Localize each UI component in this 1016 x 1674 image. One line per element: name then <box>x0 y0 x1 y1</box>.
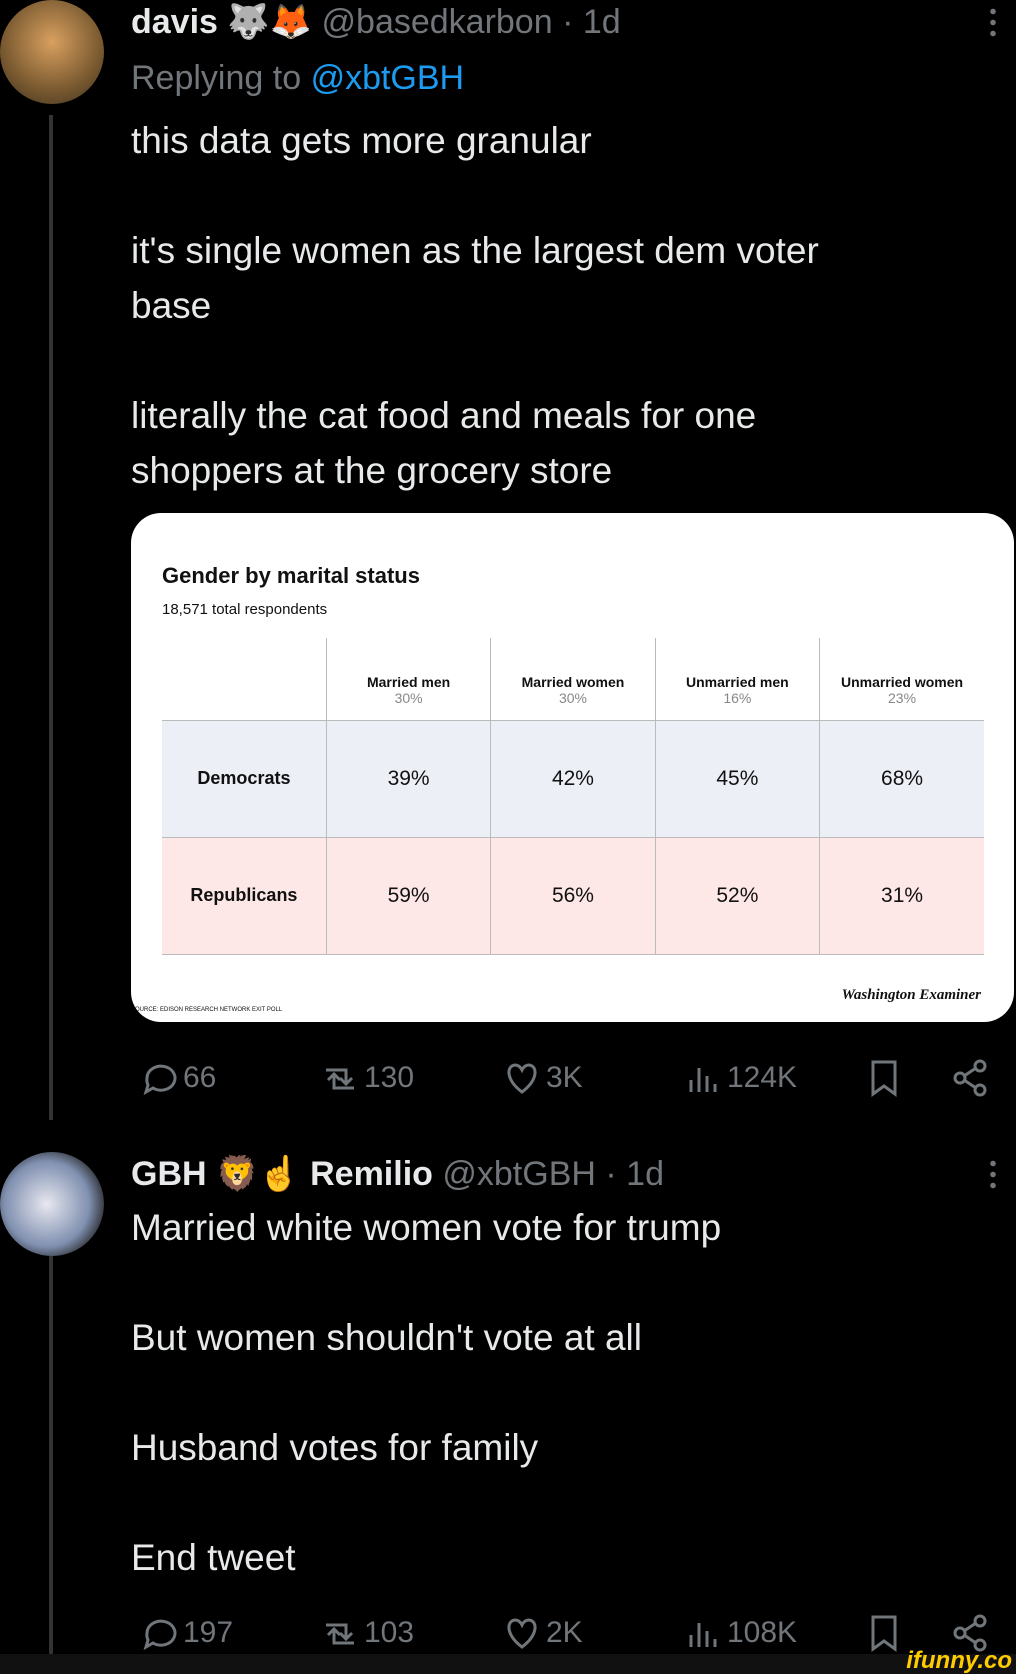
column-header: Unmarried women 23% <box>819 638 984 720</box>
share-icon[interactable] <box>950 1058 990 1098</box>
reply-context: Replying to @xbtGBH <box>131 56 464 100</box>
logo: Washington Examiner <box>841 987 981 1003</box>
views-icon[interactable] <box>683 1058 723 1098</box>
text-line: this data gets more granular <box>131 120 592 161</box>
tweet-text: this data gets more granular it's single … <box>131 113 819 553</box>
table-cell: 39% <box>325 719 491 837</box>
source: SOURCE: EDISON RESEARCH NETWORK EXIT POL… <box>131 1007 283 1013</box>
thread-line <box>49 1255 53 1655</box>
paragraph: But women shouldn't vote at all <box>131 1310 721 1365</box>
text-line: shoppers at the grocery store <box>131 450 613 491</box>
text-line: Husband votes for family <box>131 1427 539 1468</box>
watermark-bar <box>0 1654 1016 1674</box>
row-label: Democrats <box>162 719 327 837</box>
table-cell: 68% <box>819 719 984 837</box>
replies-count: 66 <box>183 1061 217 1094</box>
table-cell: 42% <box>490 719 656 837</box>
column-name: Married men <box>366 674 451 690</box>
views-count: 124K <box>727 1061 798 1094</box>
row-label: Republicans <box>162 836 327 955</box>
data-table: Married men 30% Married women 30% Unmarried … <box>162 638 984 955</box>
author-handle: @xbtGBH <box>442 1155 596 1193</box>
replies-count: 197 <box>183 1616 234 1649</box>
column-share: 30% <box>394 690 423 706</box>
views-count: 108K <box>727 1616 798 1649</box>
column-header: Married men 30% <box>325 638 491 720</box>
table-row: Democrats 39% 42% 45% 68% <box>162 719 984 837</box>
table-subtitle: 18,571 total respondents <box>162 601 328 618</box>
bookmark-icon[interactable] <box>864 1058 904 1098</box>
share-icon[interactable] <box>950 1613 990 1653</box>
paragraph: End tweet <box>131 1530 721 1585</box>
watermark: ifunny.co <box>906 1647 1012 1674</box>
text-line: But women shouldn't vote at all <box>131 1317 642 1358</box>
avatar[interactable] <box>0 0 104 104</box>
likes-icon[interactable] <box>502 1058 542 1098</box>
paragraph: Married white women vote for trump <box>131 1200 721 1255</box>
header-row: Married men 30% Married women 30% Unmarried … <box>162 638 984 720</box>
corner-cell <box>162 638 326 720</box>
paragraph: it's single women as the largest dem vot… <box>131 223 819 333</box>
thread-line <box>49 115 53 1120</box>
paragraph: literally the cat food and meals for one… <box>131 388 819 498</box>
text-line: End tweet <box>131 1537 296 1578</box>
author-name: GBH 🦁☝ Remilio <box>131 1155 433 1193</box>
reply-label: Replying to <box>131 59 302 97</box>
views-icon[interactable] <box>683 1613 723 1653</box>
reposts-icon[interactable] <box>320 1613 360 1653</box>
text-line: base <box>131 285 212 326</box>
table-title: Gender by marital status <box>162 563 420 588</box>
column-header: Married women 30% <box>490 638 656 720</box>
table-cell: 52% <box>654 836 820 955</box>
tweet-header: davis 🐺🦊 @basedkarbon · 1d <box>131 0 621 44</box>
column-header: Unmarried men 16% <box>654 638 820 720</box>
tweet-header: GBH 🦁☝ Remilio @xbtGBH · 1d <box>131 1152 664 1196</box>
tweet-time: 1d <box>626 1155 664 1193</box>
column-share: 30% <box>558 690 587 706</box>
table-cell: 31% <box>819 836 984 955</box>
table-row: Republicans 59% 56% 52% 31% <box>162 836 984 955</box>
more-menu[interactable] <box>990 1158 996 1190</box>
likes-icon[interactable] <box>502 1613 542 1653</box>
embedded-image[interactable]: Gender by marital status 18,571 total re… <box>131 513 1014 1022</box>
text-line: Married white women vote for trump <box>131 1207 722 1248</box>
reposts-icon[interactable] <box>320 1058 360 1098</box>
reply-handle[interactable]: @xbtGBH <box>310 59 465 97</box>
replies-icon[interactable] <box>139 1058 179 1098</box>
likes-count: 3K <box>546 1061 583 1094</box>
text-line: it's single women as the largest dem vot… <box>131 230 819 271</box>
replies-icon[interactable] <box>139 1613 179 1653</box>
column-share: 16% <box>723 690 752 706</box>
text-line: literally the cat food and meals for one <box>131 395 757 436</box>
table-cell: 59% <box>325 836 491 955</box>
separator: · <box>562 3 574 41</box>
tweet-text: Married white women vote for trump But wo… <box>131 1200 721 1640</box>
column-name: Unmarried women <box>840 674 964 690</box>
paragraph: this data gets more granular <box>131 113 819 168</box>
table-cell: 45% <box>654 719 820 837</box>
separator: · <box>605 1155 617 1193</box>
author-name: davis 🐺🦊 <box>131 3 313 41</box>
column-name: Married women <box>521 674 625 690</box>
column-share: 23% <box>888 690 917 706</box>
more-menu[interactable] <box>990 6 996 38</box>
paragraph: Husband votes for family <box>131 1420 721 1475</box>
reposts-count: 130 <box>364 1061 415 1094</box>
likes-count: 2K <box>546 1616 583 1649</box>
author-handle: @basedkarbon <box>321 3 553 41</box>
bookmark-icon[interactable] <box>864 1613 904 1653</box>
tweet-time: 1d <box>582 3 621 41</box>
avatar[interactable] <box>0 1152 104 1256</box>
column-name: Unmarried men <box>686 674 789 690</box>
table-cell: 56% <box>490 836 656 955</box>
reposts-count: 103 <box>364 1616 415 1649</box>
